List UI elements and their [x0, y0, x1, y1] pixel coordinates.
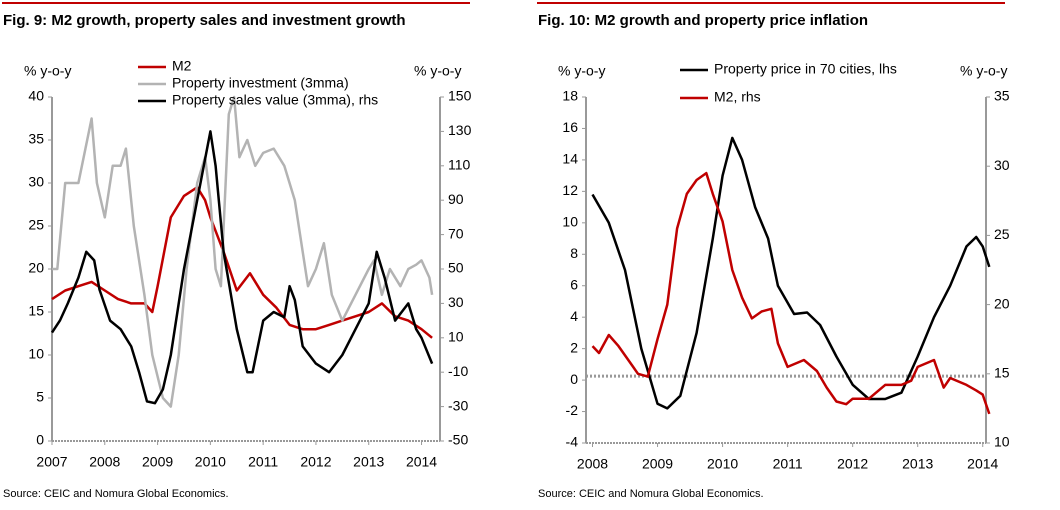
y-tick-label: -4 [566, 434, 579, 450]
x-tick-label: 2010 [707, 456, 738, 472]
y-tick-label: 10 [562, 214, 578, 230]
x-tick-label: 2014 [406, 454, 437, 470]
y2-tick-label: 150 [448, 88, 472, 104]
x-tick-label: 2010 [195, 454, 226, 470]
x-tick-label: 2011 [773, 456, 803, 472]
x-tick-label: 2013 [902, 456, 933, 472]
chart-title: Fig. 10: M2 growth and property price in… [538, 12, 868, 29]
y2-tick-label: 35 [994, 88, 1010, 104]
legend-label: M2 [172, 58, 192, 74]
y2-tick-label: -10 [448, 363, 468, 379]
y2-tick-label: 30 [448, 294, 464, 310]
y-tick-label: 35 [28, 131, 44, 147]
y-tick-label: 0 [36, 432, 44, 448]
series-line [51, 186, 433, 339]
x-tick-label: 2012 [837, 456, 868, 472]
legend-label: M2, rhs [714, 89, 761, 105]
y2-tick-label: 50 [448, 260, 464, 276]
x-tick-label: 2013 [353, 454, 384, 470]
y-tick-label: -2 [566, 402, 579, 418]
y2-tick-label: 110 [448, 157, 471, 173]
y2-tick-label: -50 [448, 432, 468, 448]
y-axis-title: % y-o-y [24, 63, 71, 79]
series-line [591, 171, 991, 415]
y2-tick-label: -30 [448, 397, 468, 413]
y2-tick-label: 20 [994, 295, 1010, 311]
series-line [591, 136, 991, 410]
x-tick-label: 2007 [36, 454, 67, 470]
x-tick-label: 2012 [300, 454, 331, 470]
y-tick-label: 18 [562, 88, 578, 104]
legend-label: Property investment (3mma) [172, 75, 349, 91]
y-tick-label: 2 [570, 339, 578, 355]
y2-tick-label: 10 [448, 329, 464, 345]
source: Source: CEIC and Nomura Global Economics… [538, 488, 764, 500]
legend-label: Property sales value (3mma), rhs [172, 92, 378, 108]
y-tick-label: 40 [28, 88, 44, 104]
y-tick-label: 5 [36, 389, 44, 405]
x-tick-label: 2008 [577, 456, 608, 472]
x-tick-label: 2014 [967, 456, 998, 472]
y-tick-label: 25 [28, 217, 44, 233]
x-tick-label: 2011 [248, 454, 278, 470]
y-tick-label: 8 [570, 245, 578, 261]
series-line [52, 95, 434, 408]
x-tick-label: 2009 [642, 456, 673, 472]
y-tick-label: 14 [562, 151, 578, 167]
y2-tick-label: 25 [994, 226, 1010, 242]
y-tick-label: 10 [28, 346, 44, 362]
y-tick-label: 16 [562, 119, 578, 135]
y-tick-label: 6 [570, 276, 578, 292]
y2-tick-label: 30 [994, 157, 1010, 173]
y2-tick-label: 90 [448, 191, 464, 207]
y-tick-label: 12 [562, 182, 578, 198]
source: Source: CEIC and Nomura Global Economics… [3, 488, 229, 500]
y2-tick-label: 10 [994, 434, 1010, 450]
y2-tick-label: 70 [448, 225, 464, 241]
y-tick-label: 20 [28, 260, 44, 276]
y-tick-label: 0 [570, 371, 578, 387]
x-tick-label: 2008 [89, 454, 120, 470]
y2-tick-label: 130 [448, 122, 472, 138]
x-tick-label: 2009 [142, 454, 173, 470]
y-axis-title: % y-o-y [558, 63, 605, 79]
y-tick-label: 15 [28, 303, 44, 319]
y2-axis-title: % y-o-y [414, 63, 461, 79]
y-tick-label: 30 [28, 174, 44, 190]
y2-tick-label: 15 [994, 365, 1010, 381]
y2-axis-title: % y-o-y [960, 63, 1007, 79]
legend-label: Property price in 70 cities, lhs [714, 61, 897, 77]
series-line [50, 130, 434, 405]
y-tick-label: 4 [570, 308, 578, 324]
chart-title: Fig. 9: M2 growth, property sales and in… [3, 12, 406, 29]
